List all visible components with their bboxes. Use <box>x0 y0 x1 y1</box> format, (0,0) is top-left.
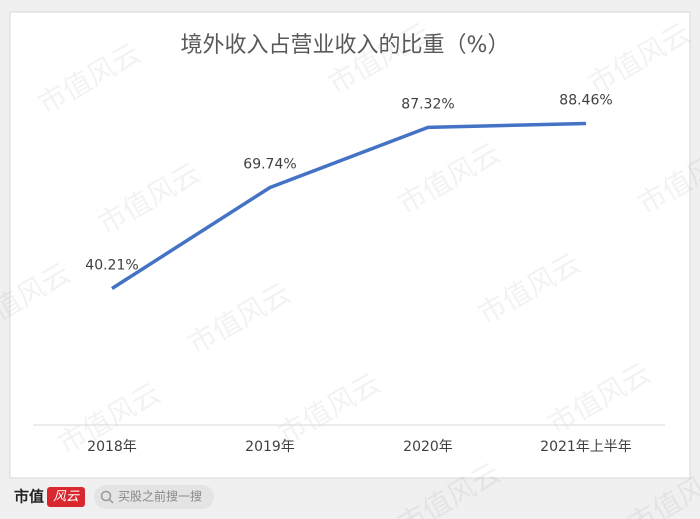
data-label: 69.74% <box>243 156 296 172</box>
x-tick-label: 2021年上半年 <box>540 439 632 455</box>
chart-area <box>9 11 691 479</box>
x-tick-label: 2018年 <box>87 439 137 455</box>
logo-stamp-text: 风云 <box>53 490 80 505</box>
x-tick-label: 2020年 <box>403 439 453 455</box>
logo-stamp <box>47 487 85 507</box>
data-label: 40.21% <box>85 257 138 273</box>
line <box>111 121 587 290</box>
search-icon <box>100 490 112 502</box>
data-label: 88.46% <box>559 92 612 108</box>
chart-title: 境外收入占营业收入的比重（%） <box>181 33 510 58</box>
logo: 市值 <box>14 488 44 506</box>
x-tick-label: 2019年 <box>245 439 295 455</box>
search-box[interactable] <box>94 485 214 509</box>
search-icon <box>108 498 114 504</box>
data-label: 87.32% <box>401 96 454 112</box>
search-placeholder: 买股之前搜一搜 <box>118 489 202 504</box>
